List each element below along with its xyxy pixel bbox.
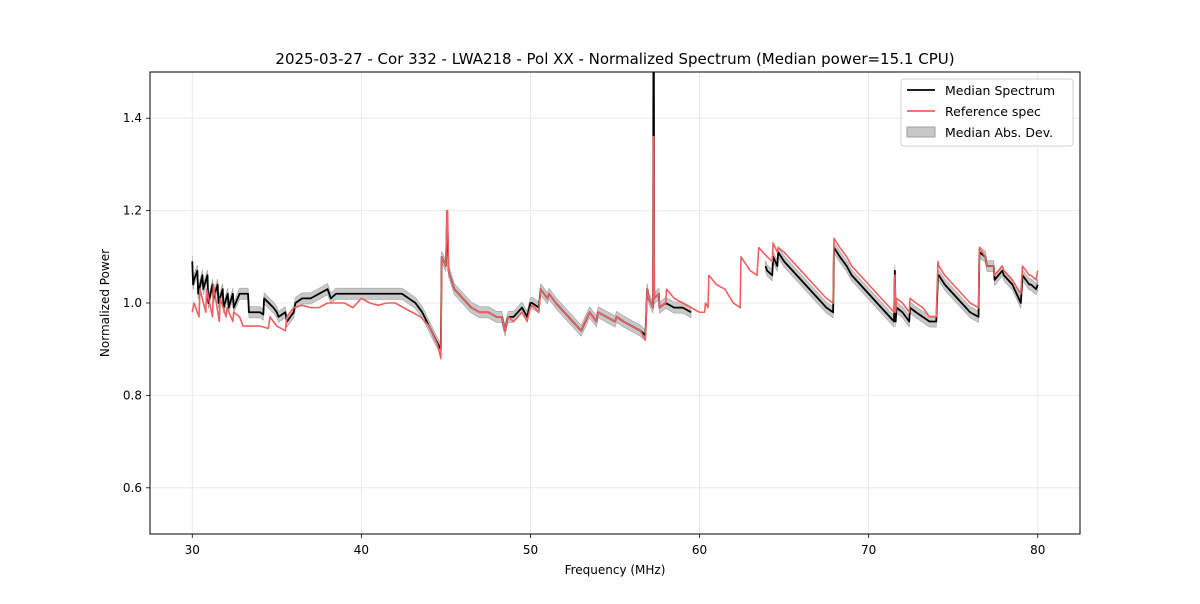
x-axis-label: Frequency (MHz) — [565, 563, 666, 577]
mad-band-area — [765, 241, 1039, 328]
y-tick-label: 1.4 — [123, 111, 142, 125]
legend-label-reference: Reference spec — [945, 104, 1041, 119]
reference-spec-line — [191, 135, 1039, 360]
mad-band-area — [191, 72, 692, 356]
series-lines — [191, 72, 1039, 360]
y-tick-label: 0.6 — [123, 481, 142, 495]
mad-band — [191, 72, 1039, 356]
x-tick-label: 60 — [692, 543, 707, 557]
y-tick-label: 1.2 — [123, 204, 142, 218]
y-tick-label: 0.8 — [123, 388, 142, 402]
y-tick-label: 1.0 — [123, 296, 142, 310]
y-axis-label: Normalized Power — [98, 249, 112, 357]
x-tick-label: 70 — [861, 543, 876, 557]
legend-label-mad: Median Abs. Dev. — [945, 125, 1053, 140]
x-axis: 30 40 50 60 70 80 — [185, 534, 1045, 557]
legend: Median Spectrum Reference spec Median Ab… — [900, 78, 1074, 147]
x-tick-label: 50 — [523, 543, 538, 557]
x-tick-label: 80 — [1030, 543, 1045, 557]
x-tick-label: 30 — [185, 543, 200, 557]
legend-swatch-mad — [906, 126, 936, 138]
y-axis: 0.6 0.8 1.0 1.2 1.4 — [123, 111, 150, 495]
x-tick-label: 40 — [354, 543, 369, 557]
median-spectrum-line — [764, 246, 1039, 323]
legend-box — [900, 78, 1074, 147]
legend-label-median: Median Spectrum — [945, 83, 1055, 98]
chart-title: 2025-03-27 - Cor 332 - LWA218 - Pol XX -… — [275, 50, 954, 68]
